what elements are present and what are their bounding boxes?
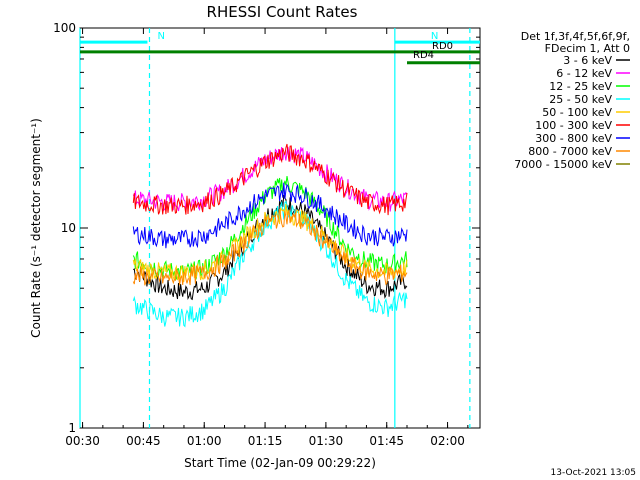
x-axis-label: Start Time (02-Jan-09 00:29:22) [184, 456, 376, 470]
legend-label-8: 7000 - 15000 keV [514, 158, 612, 171]
series-line-3 [132, 200, 408, 328]
series-line-0 [133, 194, 408, 301]
footer-date: 13-Oct-2021 13:05 [551, 468, 636, 478]
legend-label-3: 25 - 50 keV [549, 93, 612, 106]
x-tick-label-0: 00:30 [65, 434, 100, 448]
legend-label-0: 3 - 6 keV [563, 54, 612, 67]
x-tick-label-2: 01:00 [187, 434, 222, 448]
legend-label-6: 300 - 800 keV [535, 132, 612, 145]
legend-label-5: 100 - 300 keV [535, 119, 612, 132]
series-line-5 [132, 143, 408, 216]
x-tick-label-1: 00:45 [126, 434, 161, 448]
legend-label-4: 50 - 100 keV [542, 106, 612, 119]
legend-header-1: FDecim 1, Att 0 [545, 42, 630, 55]
vertical-markers [79, 28, 471, 428]
y-tick-label-2: 100 [53, 21, 76, 35]
series-line-2 [132, 176, 408, 282]
legend-label-7: 800 - 7000 keV [528, 145, 612, 158]
series-line-7 [132, 209, 408, 286]
y-ticks: 1 10 100 [53, 21, 480, 435]
x-tick-label-5: 01:45 [369, 434, 404, 448]
legend: Det 1f,3f,4f,5f,6f,9f,FDecim 1, Att 03 -… [514, 30, 630, 171]
legend-label-2: 12 - 25 keV [549, 80, 612, 93]
x-tick-label-6: 02:00 [430, 434, 465, 448]
bar-label-0: N [157, 31, 164, 42]
series-line-6 [132, 182, 408, 249]
bar-label-3: RD4 [413, 50, 434, 61]
legend-header-0: Det 1f,3f,4f,5f,6f,9f, [521, 30, 630, 43]
x-ticks: 00:30 00:45 01:00 01:15 01:30 01:45 02:00 [65, 28, 469, 448]
y-tick-label-0: 1 [68, 421, 76, 435]
series-group [132, 143, 408, 328]
plot-frame [79, 27, 481, 429]
y-axis-label: Count Rate (s⁻¹ detector segment⁻¹) [29, 118, 43, 338]
legend-label-1: 6 - 12 keV [556, 67, 612, 80]
y-tick-label-1: 10 [61, 221, 76, 235]
x-tick-label-3: 01:15 [248, 434, 283, 448]
bar-label-1: N [431, 31, 438, 42]
x-tick-label-4: 01:30 [309, 434, 344, 448]
bar-label-2: RD0 [432, 41, 453, 52]
chart-title: RHESSI Count Rates [207, 3, 358, 21]
series-line-1 [132, 146, 408, 212]
